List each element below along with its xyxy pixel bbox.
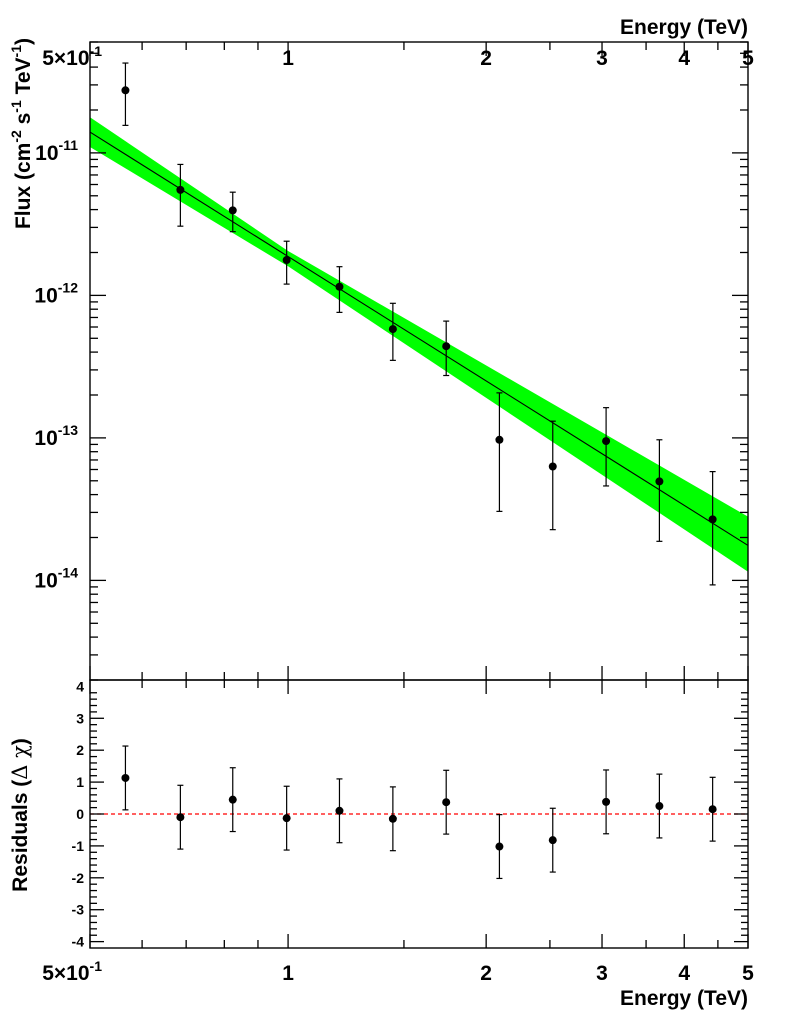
flux-data-point <box>121 86 130 95</box>
flux-data-point <box>602 437 611 446</box>
bottom-x-tick-mantissa: 1 <box>282 962 294 985</box>
bottom-x-tick-label: 4 <box>678 962 690 985</box>
flux-y-tick-exponent: -14 <box>58 564 78 580</box>
flux-y-tick-exponent: -13 <box>58 422 78 438</box>
flux-y-axis-title-part: -1 <box>8 100 24 113</box>
top-x-tick-mantissa: 4 <box>678 47 690 70</box>
data-marks-layer <box>89 62 749 880</box>
flux-data-point <box>282 256 291 265</box>
flux-data-point <box>176 185 185 194</box>
bottom-x-tick-mantissa: 5×10 <box>42 962 89 985</box>
top-x-tick-mantissa: 3 <box>596 47 608 70</box>
residual-y-tick-label: -2 <box>72 870 85 886</box>
residual-y-tick-label: -4 <box>72 934 85 950</box>
residual-y-tick-label: -3 <box>72 902 85 918</box>
flux-y-tick-label: 10-11 <box>35 137 78 165</box>
flux-y-axis-title-part: TeV <box>12 57 35 100</box>
flux-y-tick-mantissa: 10 <box>34 427 57 450</box>
flux-y-tick-exponent: -12 <box>58 279 78 295</box>
flux-y-axis-title-part: -1 <box>8 45 24 58</box>
top-x-tick-label: 4 <box>678 47 690 70</box>
residual-y-tick-label: -1 <box>72 838 85 854</box>
residual-data-point <box>282 814 291 823</box>
residual-data-point <box>602 797 611 806</box>
residual-data-point <box>708 805 717 814</box>
top-x-tick-label: 1 <box>282 47 294 70</box>
top-x-tick-label: 5 <box>742 47 754 70</box>
flux-y-axis-title: Flux (cm-2 s-1 TeV-1) <box>8 38 35 229</box>
top-x-tick-mantissa: 2 <box>480 47 492 70</box>
flux-y-tick-mantissa: 10 <box>34 284 57 307</box>
spectrum-plot-frame <box>89 41 749 681</box>
residual-data-point <box>442 798 451 807</box>
flux-y-tick-exponent: -11 <box>59 137 79 153</box>
residual-y-axis-title-end: ) <box>9 738 32 745</box>
bottom-x-tick-label: 3 <box>596 962 608 985</box>
bottom-x-tick-mantissa: 4 <box>678 962 690 985</box>
residual-y-axis-title-main: Residuals ( <box>9 780 32 892</box>
bottom-x-tick-label: 2 <box>480 962 492 985</box>
axes-layer <box>89 41 749 949</box>
bottom-x-tick-label: 5×10-1 <box>42 958 102 985</box>
residual-y-axis-title-symbol: Δ χ <box>8 745 32 780</box>
top-x-tick-mantissa: 5 <box>742 47 754 70</box>
flux-data-point <box>388 325 397 334</box>
flux-y-tick-mantissa: 10 <box>35 142 58 165</box>
bottom-x-tick-label: 1 <box>282 962 294 985</box>
top-x-tick-label: 2 <box>480 47 492 70</box>
flux-y-axis-title-part: -2 <box>8 130 24 143</box>
residual-y-tick-label: 4 <box>76 678 84 694</box>
flux-data-point <box>708 515 717 524</box>
residual-data-point <box>388 814 397 823</box>
bottom-x-tick-mantissa: 3 <box>596 962 608 985</box>
top-x-tick-exponent: -1 <box>90 43 103 59</box>
flux-y-tick-label: 10-12 <box>34 279 78 307</box>
flux-data-point <box>335 282 344 291</box>
flux-data-point <box>228 206 237 215</box>
residual-y-tick-label: 1 <box>76 774 84 790</box>
flux-data-point <box>442 342 451 351</box>
flux-y-tick-label: 10-13 <box>34 422 78 450</box>
residual-data-point <box>121 773 130 782</box>
residual-y-tick-label: 3 <box>76 710 84 726</box>
top-x-axis-title: Energy (TeV) <box>620 16 748 39</box>
bottom-x-tick-mantissa: 5 <box>742 962 754 985</box>
top-x-tick-mantissa: 1 <box>282 47 294 70</box>
bottom-x-tick-mantissa: 2 <box>480 962 492 985</box>
flux-data-point <box>655 477 664 486</box>
bottom-x-axis-title: Energy (TeV) <box>620 987 748 1010</box>
residual-data-point <box>655 802 664 811</box>
power-law-fit-line <box>89 131 749 546</box>
flux-y-axis-title-part: Flux (cm <box>12 143 35 229</box>
top-x-tick-mantissa: 5×10 <box>42 47 89 70</box>
flux-y-tick-mantissa: 10 <box>34 569 57 592</box>
fit-confidence-band <box>90 117 748 572</box>
residual-data-point <box>176 813 185 822</box>
residual-y-tick-label: 0 <box>76 806 84 822</box>
bottom-x-tick-exponent: -1 <box>90 958 103 974</box>
flux-data-point <box>548 462 557 471</box>
flux-y-tick-label: 10-14 <box>34 564 78 592</box>
confidence-band-layer <box>90 117 748 572</box>
residual-data-point <box>335 806 344 815</box>
residual-data-point <box>228 795 237 804</box>
flux-y-axis-title-part: s <box>12 113 35 131</box>
bottom-x-tick-label: 5 <box>742 962 754 985</box>
residual-data-point <box>495 842 504 851</box>
residual-data-point <box>548 836 557 845</box>
top-x-tick-label: 3 <box>596 47 608 70</box>
flux-data-point <box>495 435 504 444</box>
residual-y-axis-title: Residuals (Δ χ) <box>8 738 32 892</box>
flux-y-axis-title-part: ) <box>12 38 35 45</box>
top-x-tick-label: 5×10-1 <box>42 43 102 70</box>
residual-y-tick-label: 2 <box>76 742 84 758</box>
